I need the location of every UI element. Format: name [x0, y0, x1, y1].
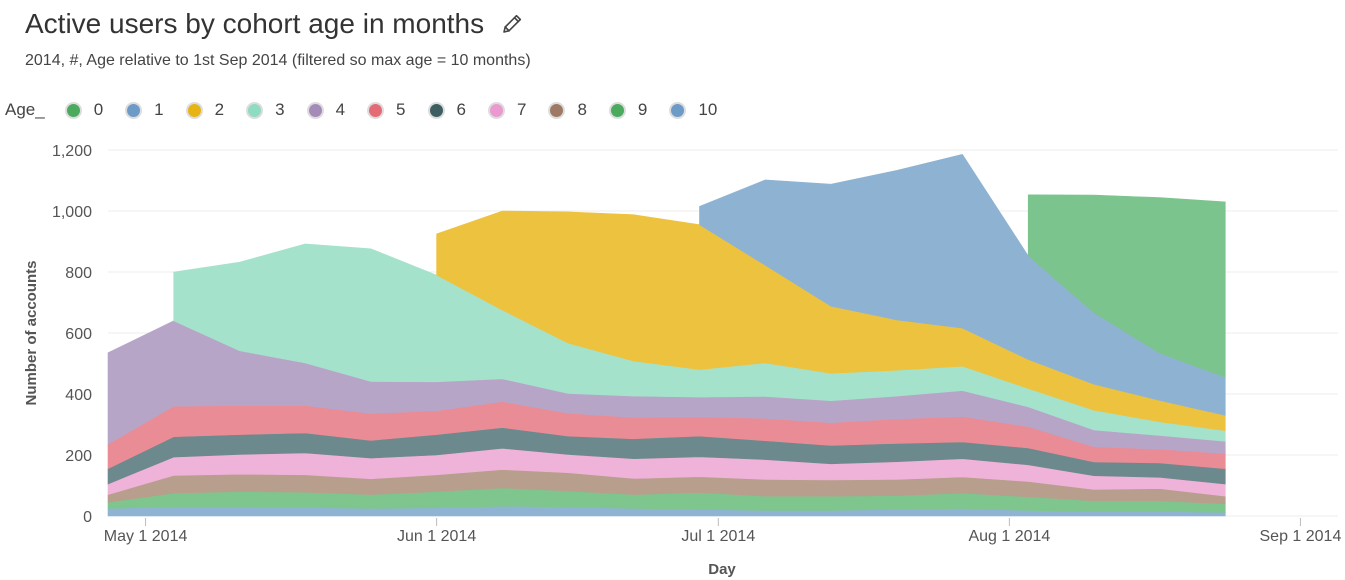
legend-label: 0 — [93, 100, 104, 119]
legend-swatch — [608, 101, 626, 119]
area-series — [107, 153, 1226, 517]
legend-label: 10 — [698, 100, 718, 119]
y-tick-label: 600 — [65, 326, 92, 343]
y-tick-label: 1,200 — [52, 143, 92, 160]
y-tick-label: 800 — [65, 265, 92, 282]
legend-item-7[interactable]: 7 — [487, 100, 527, 120]
legend-swatch — [64, 101, 82, 119]
legend-label: 5 — [396, 100, 406, 119]
legend-swatch — [427, 101, 445, 119]
y-axis: 0 200 400 600 800 1,000 1,200 — [52, 143, 92, 526]
legend-label: 3 — [275, 100, 285, 119]
legend-swatch — [246, 101, 264, 119]
area-series-age-9[interactable] — [699, 153, 1226, 416]
legend-item-6[interactable]: 6 — [427, 100, 466, 120]
legend-label: 9 — [637, 100, 648, 119]
title-row: Active users by cohort age in months — [25, 4, 524, 44]
legend-swatch — [669, 101, 687, 119]
chart-legend: Age_ 0 1 2 3 4 5 6 7 8 9 10 — [5, 98, 739, 122]
x-axis-label: Day — [708, 561, 736, 578]
legend-item-3[interactable]: 3 — [246, 100, 285, 120]
area-series-age-10[interactable] — [1027, 194, 1226, 378]
legend-label: 1 — [154, 100, 164, 119]
legend-item-8[interactable]: 8 — [548, 100, 587, 120]
legend-item-0[interactable]: 0 — [64, 100, 104, 120]
legend-item-1[interactable]: 1 — [125, 100, 164, 120]
legend-swatch — [548, 101, 566, 119]
legend-swatch — [306, 101, 324, 119]
y-tick-label: 400 — [65, 387, 92, 404]
chart-subtitle: 2014, #, Age relative to 1st Sep 2014 (f… — [25, 52, 531, 69]
x-tick-label: Jun 1 2014 — [397, 528, 476, 545]
x-tick-label: May 1 2014 — [104, 528, 188, 545]
legend-item-10[interactable]: 10 — [669, 100, 717, 120]
legend-label: 6 — [456, 100, 466, 119]
x-tick-label: Sep 1 2014 — [1260, 528, 1342, 545]
y-axis-label: Number of accounts — [23, 260, 40, 405]
y-tick-label: 200 — [65, 448, 92, 465]
legend-title: Age_ — [5, 100, 45, 119]
pencil-icon[interactable] — [500, 12, 524, 41]
legend-label: 4 — [335, 100, 346, 119]
legend-swatch — [487, 101, 505, 119]
legend-label: 2 — [214, 100, 225, 119]
x-tick-label: Jul 1 2014 — [681, 528, 755, 545]
legend-swatch — [125, 101, 143, 119]
legend-item-2[interactable]: 2 — [185, 100, 225, 120]
legend-swatch — [367, 101, 385, 119]
legend-item-9[interactable]: 9 — [608, 100, 648, 120]
y-tick-label: 0 — [83, 509, 92, 526]
y-tick-label: 1,000 — [52, 204, 92, 221]
x-tick-label: Aug 1 2014 — [968, 528, 1050, 545]
page-title: Active users by cohort age in months — [25, 8, 485, 39]
legend-label: 7 — [516, 100, 527, 119]
legend-swatch — [185, 101, 203, 119]
legend-item-4[interactable]: 4 — [306, 100, 346, 120]
x-axis: May 1 2014 Jun 1 2014 Jul 1 2014 Aug 1 2014… — [104, 518, 1342, 545]
legend-label: 8 — [577, 100, 587, 119]
legend-item-5[interactable]: 5 — [367, 100, 406, 120]
